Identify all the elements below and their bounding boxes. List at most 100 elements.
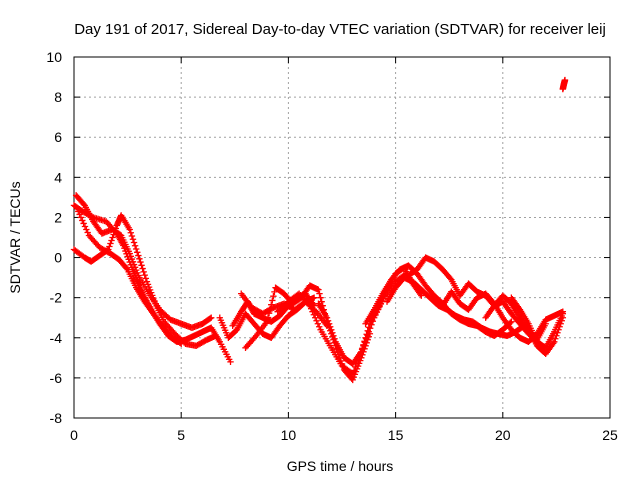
- data-point: [561, 76, 569, 84]
- data-point: [178, 340, 185, 347]
- data-point: [554, 329, 561, 336]
- y-tick-label: 0: [54, 250, 62, 266]
- data-point: [317, 294, 324, 301]
- data-point: [76, 211, 83, 218]
- data-point: [307, 305, 315, 312]
- data-point: [265, 310, 273, 317]
- data-point: [310, 294, 318, 301]
- data-point: [126, 226, 133, 233]
- data-point: [270, 292, 277, 300]
- x-tick-label: 5: [177, 427, 185, 443]
- data-point: [359, 345, 366, 352]
- data-point: [227, 358, 234, 366]
- y-tick-label: -6: [50, 370, 63, 386]
- data-point: [111, 228, 118, 235]
- y-tick-label: -2: [50, 290, 63, 306]
- data-point: [208, 314, 215, 321]
- data-point: [75, 208, 82, 215]
- data-point: [316, 323, 323, 330]
- data-point: [364, 327, 371, 334]
- data-point: [139, 265, 146, 272]
- data-point: [128, 232, 136, 240]
- data-point: [123, 265, 130, 272]
- data-point: [110, 231, 117, 238]
- data-point: [551, 338, 558, 345]
- data-point: [106, 243, 113, 250]
- x-tick-label: 25: [602, 427, 618, 443]
- data-point: [109, 234, 116, 241]
- data-point: [132, 245, 140, 253]
- data-point: [365, 324, 372, 331]
- x-tick-label: 15: [388, 427, 404, 443]
- data-point: [81, 223, 89, 230]
- data-point: [142, 275, 150, 282]
- data-point: [508, 318, 515, 325]
- data-point: [108, 237, 115, 244]
- data-points: [70, 76, 569, 384]
- data-point: [330, 332, 337, 339]
- data-point: [310, 311, 318, 318]
- data-point: [77, 214, 85, 221]
- y-tick-label: 6: [54, 129, 62, 145]
- data-point: [350, 367, 358, 374]
- data-point: [84, 229, 91, 236]
- data-point: [80, 220, 87, 227]
- data-point: [206, 315, 214, 322]
- series-satellite-track-17: [559, 76, 569, 93]
- data-point: [358, 348, 365, 356]
- data-point: [306, 302, 314, 309]
- data-point: [318, 298, 325, 305]
- y-tick-label: -8: [50, 410, 63, 426]
- data-point: [327, 323, 334, 330]
- y-tick-label: 10: [46, 49, 62, 65]
- data-point: [418, 292, 425, 299]
- series-satellite-track-3: [70, 212, 219, 349]
- data-point: [447, 275, 454, 282]
- data-point: [329, 329, 336, 336]
- data-point: [140, 268, 147, 276]
- x-tick-label: 10: [281, 427, 297, 443]
- data-point: [176, 339, 184, 346]
- y-tick-label: 2: [54, 209, 62, 225]
- data-point: [324, 317, 332, 324]
- data-point: [134, 249, 141, 256]
- series-satellite-track-15: [482, 292, 567, 358]
- data-point: [349, 370, 356, 378]
- series-satellite-track-4: [75, 208, 185, 347]
- data-point: [79, 217, 86, 224]
- data-point: [313, 317, 320, 324]
- data-point: [325, 320, 333, 327]
- data-point: [312, 314, 319, 321]
- plot-frame: [73, 56, 611, 419]
- data-point: [271, 288, 278, 296]
- data-point: [314, 320, 322, 327]
- data-point: [361, 338, 368, 345]
- axis-ticks: 0 5 10 15 20 25 -8 -6 -4 -2 0 2 4 6 8 10: [46, 49, 618, 443]
- data-point: [212, 332, 219, 339]
- data-point: [264, 314, 272, 321]
- series-satellite-track-16: [508, 294, 567, 352]
- data-point: [315, 286, 322, 293]
- y-tick-label: 4: [54, 169, 62, 185]
- data-point: [331, 335, 338, 342]
- data-point: [263, 318, 271, 325]
- data-point: [328, 326, 335, 333]
- x-axis-title: GPS time / hours: [287, 458, 394, 474]
- data-point: [552, 335, 559, 342]
- data-point: [131, 242, 139, 249]
- data-point: [309, 308, 316, 315]
- data-point: [269, 297, 276, 304]
- data-point: [362, 334, 369, 341]
- chart-title: Day 191 of 2017, Sidereal Day-to-day VTE…: [74, 21, 606, 38]
- data-point: [141, 271, 148, 279]
- y-tick-label: -4: [50, 330, 63, 346]
- data-point: [130, 239, 138, 246]
- data-point: [360, 341, 367, 348]
- data-point: [135, 252, 142, 259]
- data-point: [137, 258, 144, 266]
- data-point: [112, 225, 120, 232]
- data-point: [138, 262, 145, 269]
- data-point: [559, 310, 567, 317]
- data-point: [316, 290, 323, 297]
